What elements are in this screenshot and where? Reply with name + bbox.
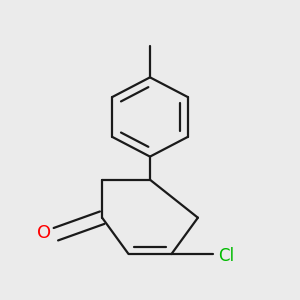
Text: O: O	[37, 224, 51, 242]
Text: Cl: Cl	[218, 247, 234, 265]
